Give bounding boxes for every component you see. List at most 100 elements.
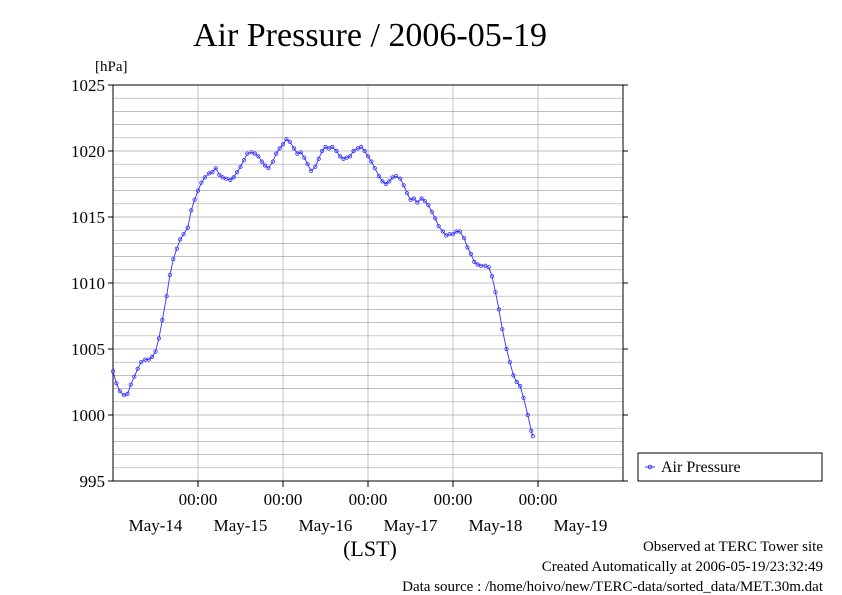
data-point [266, 166, 271, 171]
data-point [189, 208, 194, 213]
data-point [316, 156, 321, 161]
data-point [291, 146, 297, 151]
data-point [274, 151, 279, 156]
x-day-label: May-14 [129, 516, 183, 535]
data-point [440, 229, 445, 234]
data-point [369, 159, 374, 164]
data-point [337, 154, 343, 159]
data-point [153, 349, 158, 354]
data-point [372, 166, 377, 171]
data-point [415, 200, 420, 205]
data-point [530, 433, 536, 439]
data-point [224, 176, 229, 181]
data-point [525, 412, 530, 418]
data-point [468, 251, 473, 257]
data-point [117, 389, 122, 394]
x-day-label: May-16 [299, 516, 353, 535]
data-point [256, 154, 261, 159]
data-point [295, 151, 300, 156]
data-point [241, 158, 246, 163]
data-point [334, 148, 339, 154]
data-point [287, 139, 292, 144]
data-point [199, 180, 204, 185]
data-point [489, 274, 495, 279]
data-point [478, 263, 484, 268]
data-point [521, 395, 526, 400]
data-point [174, 246, 179, 251]
data-point [383, 181, 388, 187]
data-point [195, 188, 201, 193]
data-point [313, 164, 318, 169]
x-day-label: May-17 [384, 516, 438, 535]
data-point [436, 224, 441, 229]
data-point [262, 163, 268, 168]
data-point [493, 290, 498, 295]
chart-title: Air Pressure / 2006-05-19 [193, 17, 547, 54]
data-point [305, 162, 310, 167]
data-point [365, 154, 371, 159]
data-point [259, 159, 264, 164]
data-point [387, 179, 392, 184]
data-point [404, 191, 410, 196]
data-point [419, 196, 424, 201]
legend-marker-icon [647, 464, 653, 470]
data-point [181, 232, 186, 237]
data-source-text: Data source : /home/hoivo/new/TERC-data/… [402, 579, 824, 595]
data-point [362, 148, 367, 154]
data-point [139, 360, 144, 365]
data-point [178, 237, 183, 242]
x-day-label: May-19 [554, 516, 608, 535]
data-point [171, 257, 176, 262]
x-tick-time-label: 00:00 [264, 490, 303, 509]
x-tick-time-label: 00:00 [519, 490, 558, 509]
data-point [483, 263, 488, 268]
data-point [504, 346, 509, 352]
data-point [210, 170, 215, 175]
data-point [496, 307, 501, 312]
y-axis-ticks: 995 1000 1005 1010 1015 1020 1025 [71, 76, 628, 491]
x-day-label: May-15 [214, 516, 268, 535]
data-point [146, 357, 151, 362]
legend-box [637, 452, 823, 482]
data-point [326, 146, 331, 151]
data-point [457, 229, 462, 234]
data-point [235, 170, 240, 175]
data-point [376, 174, 382, 179]
data-point [511, 373, 516, 378]
legend: Air Pressure [637, 452, 823, 482]
data-point [408, 197, 413, 202]
data-point [167, 272, 172, 278]
data-point [461, 236, 467, 241]
data-point [330, 144, 335, 150]
data-point [429, 209, 434, 214]
x-day-label: May-18 [469, 516, 523, 535]
data-point [355, 146, 360, 151]
data-point [393, 174, 399, 179]
data-point [213, 166, 218, 171]
data-series [110, 137, 536, 439]
data-point [444, 233, 449, 238]
data-point [507, 360, 512, 365]
data-point [529, 428, 534, 433]
y-tick-label: 995 [80, 472, 106, 491]
legend-label: Air Pressure [661, 459, 741, 476]
data-point [500, 327, 505, 332]
data-point [426, 203, 431, 208]
data-point [517, 383, 523, 389]
y-tick-label: 1020 [71, 142, 105, 161]
data-point [341, 156, 346, 161]
grid-lines [113, 85, 623, 481]
data-point [380, 179, 385, 184]
data-point [270, 159, 275, 164]
y-tick-label: 1005 [71, 340, 105, 359]
data-point [125, 391, 130, 396]
data-point [514, 379, 519, 385]
y-tick-label: 1000 [71, 406, 105, 425]
data-point [150, 354, 155, 359]
data-point [252, 151, 257, 156]
data-point [284, 137, 289, 142]
data-point [228, 177, 233, 183]
y-tick-label: 1025 [71, 76, 105, 95]
observed-site-text: Observed at TERC Tower site [643, 539, 823, 555]
